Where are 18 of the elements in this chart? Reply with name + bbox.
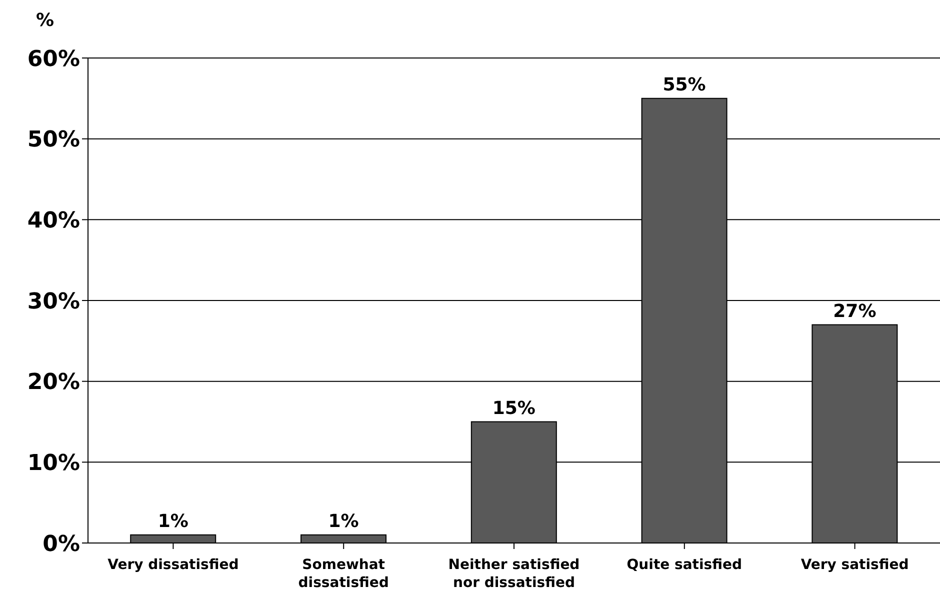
- data-label: 27%: [833, 300, 876, 322]
- y-tick-label: 40%: [27, 208, 80, 234]
- data-label: 15%: [492, 398, 536, 419]
- data-label: 1%: [158, 510, 188, 532]
- data-label: 55%: [662, 74, 706, 96]
- x-tick-label: Neither satisfied nor dissatisfied: [448, 557, 580, 591]
- x-tick-label: Very dissatisfied: [108, 557, 239, 573]
- y-tick-label: 60%: [27, 46, 80, 72]
- y-axis-title: %: [36, 10, 54, 31]
- x-tick-label: Somewhat dissatisfied: [298, 557, 389, 591]
- y-tick-label: 50%: [27, 128, 80, 153]
- y-tick-label: 0%: [42, 532, 80, 557]
- data-label: 1%: [328, 510, 359, 532]
- y-tick-label: 10%: [27, 450, 80, 476]
- y-tick-label: 30%: [27, 289, 80, 314]
- y-tick-label: 20%: [27, 370, 80, 396]
- x-tick-label: Very satisfied: [800, 557, 909, 573]
- x-tick-label: Quite satisfied: [626, 557, 742, 573]
